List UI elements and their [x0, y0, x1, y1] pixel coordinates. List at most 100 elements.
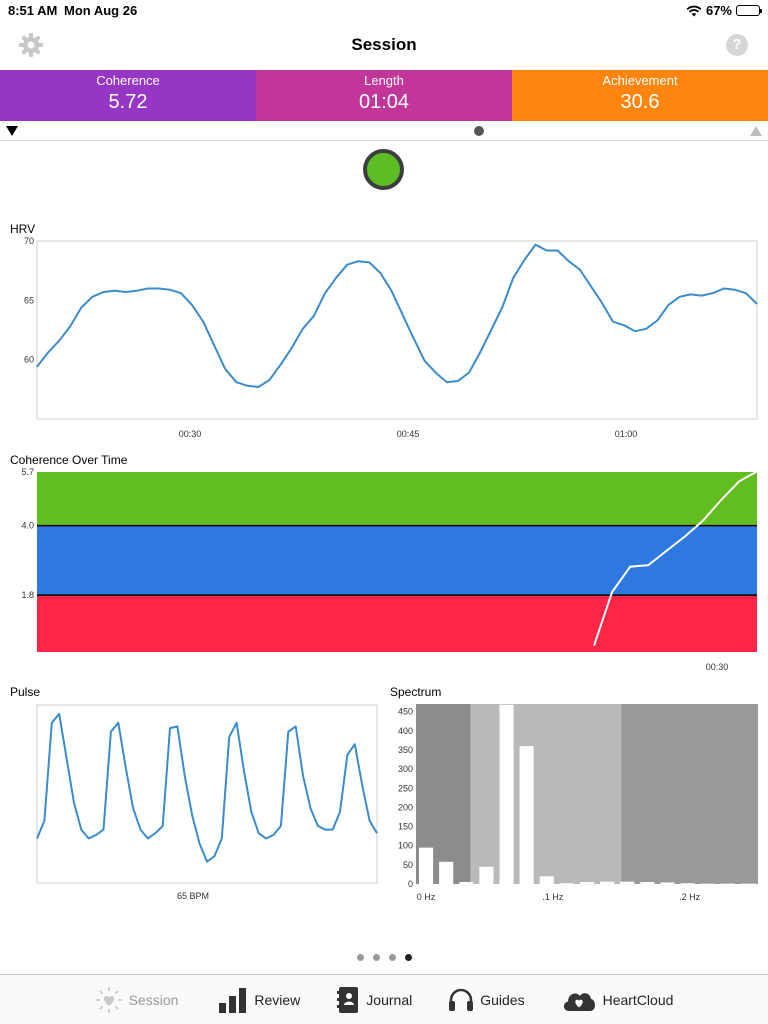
spectrum-bar — [660, 882, 675, 884]
page-dot[interactable] — [388, 954, 396, 961]
coherence-zone-band — [37, 525, 757, 596]
page-dot[interactable] — [356, 954, 364, 961]
page-indicator[interactable] — [0, 954, 768, 964]
stat-label: Coherence — [96, 73, 160, 88]
tab-bar: Session Review Journal Guides — [0, 974, 768, 1024]
heart-cloud-icon — [563, 993, 595, 1011]
spectrum-bar — [620, 881, 635, 884]
hrv-series-line — [36, 243, 758, 388]
coherence-zone-band — [37, 472, 757, 526]
coherence-series-line — [593, 470, 758, 647]
hrv-y-tick-label: 65 — [24, 295, 34, 305]
coherence-y-tick-label: 4.0 — [21, 521, 34, 531]
coherence-zone-band — [37, 595, 757, 652]
stat-coherence: Coherence 5.72 — [0, 70, 256, 121]
coherence-indicator-light — [363, 149, 404, 190]
spectrum-bar — [479, 866, 494, 884]
hrv-chart: 70 65 60 00:30 00:45 01:00 — [24, 236, 758, 439]
spectrum-y-tick-label: 350 — [398, 745, 413, 755]
spectrum-x-tick-label: .1 Hz — [542, 892, 564, 902]
slider-handle[interactable] — [474, 126, 484, 136]
wifi-icon — [686, 5, 702, 16]
stat-length: Length 01:04 — [256, 70, 512, 121]
spectrum-bar — [499, 704, 514, 884]
spectrum-y-tick-label: 0 — [408, 879, 413, 889]
spectrum-bar — [579, 882, 595, 884]
pulse-plot-frame — [36, 704, 378, 884]
spectrum-title: Spectrum — [390, 685, 442, 699]
tab-session[interactable]: Session — [95, 975, 179, 1024]
stat-value: 5.72 — [108, 91, 148, 113]
spectrum-y-tick-label: 250 — [398, 783, 413, 793]
journal-icon — [337, 987, 359, 1013]
stats-bar: Coherence 5.72 Length 01:04 Achievement … — [0, 70, 768, 121]
spectrum-y-tick-label: 200 — [398, 802, 413, 812]
tab-label: HeartCloud — [602, 992, 674, 1008]
spectrum-y-tick-label: 450 — [398, 707, 413, 717]
tab-heartcloud[interactable]: HeartCloud — [561, 975, 674, 1024]
hrv-y-tick-label: 60 — [24, 355, 34, 365]
spectrum-bar — [539, 876, 554, 884]
stat-achievement: Achievement 30.6 — [512, 70, 768, 121]
status-right: 67% — [686, 3, 762, 18]
triangle-up-icon[interactable] — [750, 126, 762, 136]
spectrum-x-tick-label: .2 Hz — [679, 892, 701, 902]
status-time: 8:51 AM — [8, 3, 58, 18]
spectrum-band — [470, 704, 622, 884]
nav-bar: Session ? — [0, 22, 768, 68]
tab-label: Guides — [480, 992, 525, 1008]
stat-label: Length — [364, 73, 404, 88]
challenge-slider[interactable] — [0, 121, 768, 141]
status-date: Mon Aug 26 — [64, 3, 138, 18]
spectrum-bar — [600, 881, 615, 884]
page-title: Session — [351, 35, 417, 54]
spectrum-band — [621, 704, 758, 884]
tab-journal[interactable]: Journal — [336, 975, 412, 1024]
gear-icon[interactable] — [18, 32, 44, 58]
hrv-title: HRV — [10, 222, 36, 236]
coherence-over-time-title: Coherence Over Time — [10, 453, 128, 467]
spectrum-y-tick-label: 50 — [403, 860, 413, 870]
spectrum-bar — [640, 882, 655, 884]
spectrum-y-tick-label: 150 — [398, 822, 413, 832]
spectrum-bar — [680, 883, 695, 884]
hrv-x-tick-label: 01:00 — [615, 429, 638, 439]
stat-value: 30.6 — [620, 91, 660, 113]
tab-label: Journal — [366, 992, 413, 1008]
pulse-series-line — [36, 712, 378, 863]
pulse-chart: 65 BPM — [36, 704, 378, 901]
spectrum-bar — [439, 861, 454, 884]
bar-chart-icon — [219, 988, 247, 1013]
question-circle-icon[interactable]: ? — [726, 34, 748, 56]
triangle-down-icon[interactable] — [6, 126, 18, 136]
hrv-x-tick-label: 00:45 — [397, 429, 420, 439]
spectrum-y-tick-label: 100 — [398, 841, 413, 851]
battery-icon — [736, 5, 762, 16]
tab-review[interactable]: Review — [218, 975, 300, 1024]
hrv-x-tick-label: 00:30 — [179, 429, 202, 439]
hrv-plot-frame — [36, 240, 758, 420]
pulse-bpm-label: 65 BPM — [177, 891, 209, 901]
spectrum-y-tick-label: 400 — [398, 726, 413, 736]
spectrum-chart: 450 400 350 300 250 200 150 100 50 0 0 Hz .1 Hz .2 H… — [398, 704, 758, 902]
pulse-title: Pulse — [10, 685, 41, 699]
spectrum-x-tick-label: 0 Hz — [417, 892, 436, 902]
status-bar: 8:51 AM Mon Aug 26 67% — [0, 0, 768, 20]
spectrum-bar — [419, 847, 434, 884]
page-dot[interactable] — [404, 954, 412, 961]
spectrum-bar — [459, 882, 474, 884]
tab-label: Review — [254, 992, 301, 1008]
coherence-y-tick-label: 5.7 — [21, 467, 34, 477]
tab-guides[interactable]: Guides — [448, 975, 525, 1024]
battery-percent: 67% — [705, 3, 732, 18]
coherence-y-tick-label: 1.8 — [21, 590, 34, 600]
headphones-icon — [449, 988, 474, 1011]
page-dot[interactable] — [372, 954, 380, 961]
coherence-x-tick-label: 00:30 — [706, 662, 729, 672]
spectrum-bar — [559, 883, 574, 884]
heart-sun-icon — [95, 987, 122, 1013]
stat-label: Achievement — [602, 73, 678, 88]
coherence-over-time-chart: 5.7 4.0 1.8 00:30 — [21, 467, 758, 672]
spectrum-bar — [519, 746, 534, 884]
tab-label: Session — [128, 992, 179, 1008]
